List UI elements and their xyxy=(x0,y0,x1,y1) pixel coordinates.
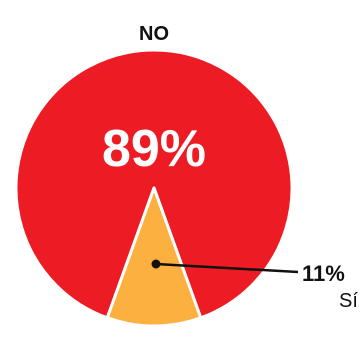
pie-slice-si xyxy=(105,186,203,328)
leader-line xyxy=(155,262,299,274)
pie-slice-no xyxy=(14,48,294,320)
pie-labels: 89% 11% Sí xyxy=(102,120,358,312)
slice-value-label-no: 89% xyxy=(102,120,206,178)
pie-slices xyxy=(14,48,294,328)
slice-value-label-si: 11% xyxy=(302,261,345,286)
chart-title: NO xyxy=(139,23,169,45)
slice-category-label-si: Sí xyxy=(339,290,358,312)
